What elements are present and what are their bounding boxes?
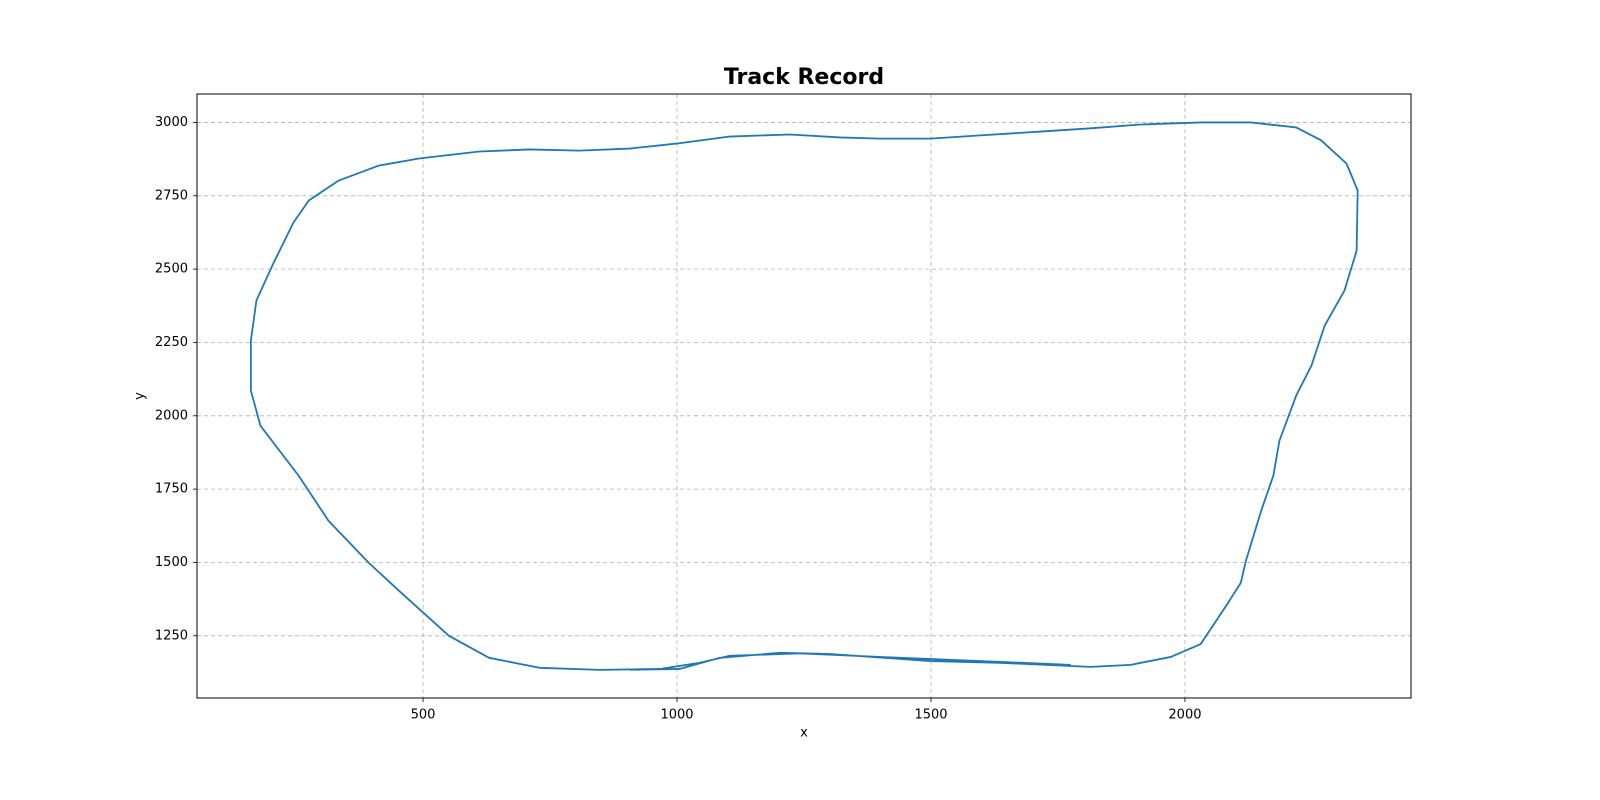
y-tick-label: 2250 [155, 335, 188, 350]
y-tick-label: 1500 [155, 555, 188, 570]
x-axis-label: x [800, 726, 808, 741]
x-tick-label: 1000 [660, 708, 693, 723]
y-tick-label: 2000 [155, 408, 188, 423]
plot-area: 500 1000 1500 2000 1250 1500 1750 2000 2250 2500 2… [155, 94, 1411, 723]
y-tick-label: 3000 [155, 115, 188, 130]
y-tick-label: 1750 [155, 482, 188, 497]
x-tick-label: 500 [411, 708, 436, 723]
y-tick-label: 2750 [155, 188, 188, 203]
y-tick-label: 1250 [155, 628, 188, 643]
track-line [249, 121, 1359, 671]
axes-frame [196, 93, 1412, 699]
x-tick-label: 2000 [1168, 708, 1201, 723]
x-tick-label: 1500 [914, 708, 947, 723]
y-tick-label: 2500 [155, 262, 188, 277]
y-axis-label: y [133, 392, 148, 400]
chart-title: Track Record [724, 65, 884, 90]
